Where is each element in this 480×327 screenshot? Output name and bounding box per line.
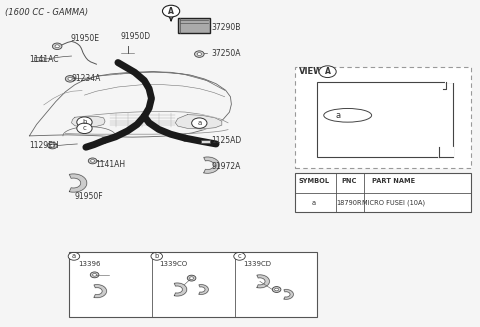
Text: a: a — [72, 253, 76, 259]
Circle shape — [162, 5, 180, 17]
Circle shape — [275, 288, 278, 291]
Text: PNC: PNC — [341, 179, 357, 184]
Text: A: A — [168, 7, 174, 16]
Polygon shape — [284, 289, 293, 299]
Bar — [69, 252, 317, 317]
Polygon shape — [204, 157, 219, 173]
Text: 37250A: 37250A — [211, 49, 241, 58]
Text: c: c — [238, 253, 241, 259]
Text: 37290B: 37290B — [211, 23, 240, 32]
Circle shape — [187, 275, 196, 281]
Text: 1141AH: 1141AH — [96, 160, 126, 169]
Text: 91950D: 91950D — [120, 32, 150, 42]
Circle shape — [192, 118, 207, 128]
Text: MICRO FUSEI (10A): MICRO FUSEI (10A) — [361, 200, 425, 206]
Polygon shape — [94, 284, 107, 298]
Text: 13396: 13396 — [78, 261, 100, 267]
Ellipse shape — [324, 109, 372, 122]
Circle shape — [272, 286, 281, 292]
Text: 18790R: 18790R — [336, 200, 362, 206]
Circle shape — [88, 158, 97, 164]
Circle shape — [90, 272, 99, 278]
Text: 91950E: 91950E — [70, 34, 99, 43]
Text: 1339CO: 1339CO — [159, 261, 187, 267]
Text: 1129EH: 1129EH — [29, 141, 59, 150]
Text: a: a — [312, 200, 316, 206]
Text: 91234A: 91234A — [72, 74, 101, 83]
Bar — [201, 140, 210, 143]
Circle shape — [65, 76, 75, 82]
Polygon shape — [174, 283, 187, 296]
Text: b: b — [155, 253, 159, 259]
Circle shape — [50, 144, 55, 147]
Bar — [295, 67, 471, 168]
Circle shape — [48, 142, 57, 149]
Polygon shape — [69, 174, 87, 192]
Circle shape — [77, 117, 92, 127]
Circle shape — [197, 53, 202, 56]
Circle shape — [190, 277, 193, 280]
Text: SYMBOL: SYMBOL — [299, 179, 330, 184]
Circle shape — [151, 252, 162, 260]
Text: a: a — [197, 120, 202, 126]
Circle shape — [91, 160, 95, 162]
Polygon shape — [175, 115, 222, 129]
Text: 1125AD: 1125AD — [211, 136, 241, 145]
Bar — [35, 58, 44, 61]
Bar — [295, 173, 471, 212]
Text: 1141AC: 1141AC — [29, 55, 59, 64]
Circle shape — [52, 43, 62, 49]
Circle shape — [77, 123, 92, 133]
Text: a: a — [336, 111, 341, 120]
Circle shape — [68, 77, 72, 80]
Polygon shape — [439, 147, 453, 157]
Text: 91972A: 91972A — [211, 162, 240, 171]
Bar — [178, 18, 210, 33]
Text: 1339CD: 1339CD — [243, 261, 271, 267]
Polygon shape — [199, 284, 208, 294]
Bar — [317, 82, 453, 157]
Text: b: b — [82, 119, 86, 125]
Text: (1600 CC - GAMMA): (1600 CC - GAMMA) — [4, 8, 88, 17]
Text: VIEW: VIEW — [300, 67, 324, 76]
Circle shape — [194, 51, 204, 57]
Circle shape — [319, 66, 336, 77]
Circle shape — [55, 45, 60, 48]
Polygon shape — [257, 275, 269, 288]
Text: c: c — [83, 125, 86, 131]
Polygon shape — [72, 116, 105, 127]
Circle shape — [93, 274, 96, 276]
Circle shape — [234, 252, 245, 260]
Circle shape — [68, 252, 80, 260]
Text: PART NAME: PART NAME — [372, 179, 415, 184]
Text: A: A — [324, 67, 331, 76]
Text: 91950F: 91950F — [75, 192, 104, 201]
